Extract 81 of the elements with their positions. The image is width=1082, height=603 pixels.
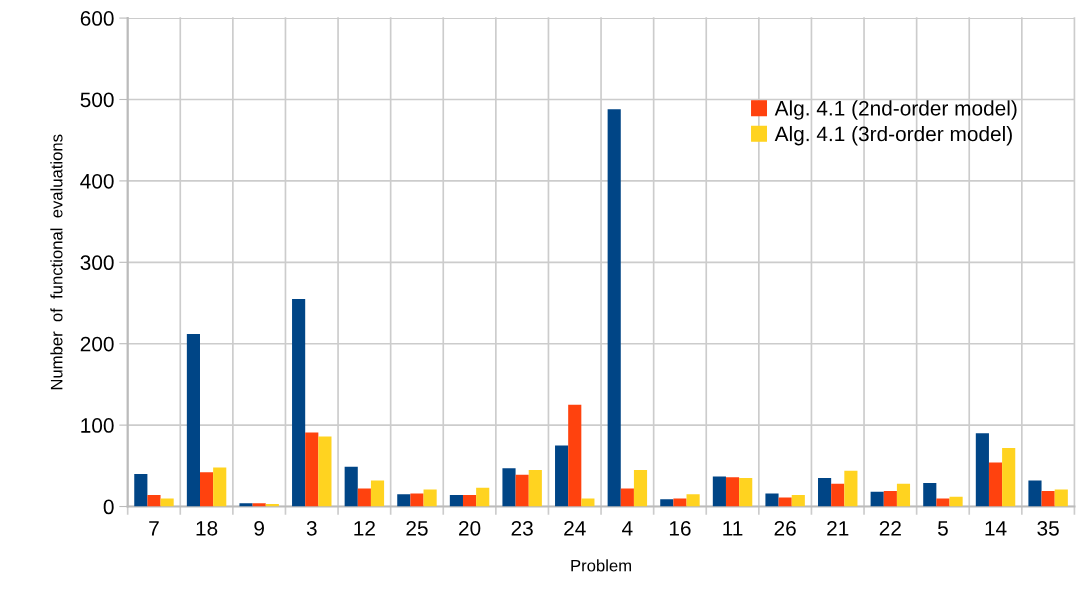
bar <box>936 498 950 507</box>
bar <box>620 488 634 507</box>
bar <box>660 499 674 507</box>
bar <box>397 494 411 507</box>
bar <box>318 436 332 507</box>
bar <box>344 466 358 507</box>
x-tick-label: 14 <box>985 521 1007 536</box>
x-tick-label: 25 <box>406 520 428 536</box>
bar <box>975 433 989 507</box>
bar <box>449 495 463 507</box>
bar <box>200 472 214 507</box>
x-tick-label: 16 <box>669 520 691 536</box>
bar <box>712 476 726 507</box>
bar <box>1002 447 1016 507</box>
bar <box>462 495 477 507</box>
bar <box>725 477 740 507</box>
y-tick-label: 500 <box>80 92 114 108</box>
y-tick-label: 600 <box>80 11 114 26</box>
bar <box>160 498 174 507</box>
y-tick-label: 300 <box>80 255 114 271</box>
bar <box>818 478 832 507</box>
bar <box>844 470 858 507</box>
x-tick-label: 20 <box>459 520 481 536</box>
bar <box>988 462 1003 507</box>
bar <box>476 487 490 507</box>
bar <box>292 298 306 507</box>
bar <box>147 495 161 507</box>
bar <box>410 493 424 507</box>
bar <box>1041 491 1055 507</box>
x-tick-label: 35 <box>1037 520 1059 536</box>
x-tick-label: 24 <box>564 520 586 536</box>
bar <box>1028 480 1042 507</box>
bar <box>791 495 805 507</box>
bar <box>923 482 937 507</box>
bar <box>528 469 542 507</box>
x-tick-label: 22 <box>879 520 901 536</box>
bar <box>423 489 437 507</box>
x-tick-label: 21 <box>827 520 849 536</box>
bar <box>883 491 897 507</box>
bar <box>134 473 148 507</box>
x-tick-label: 26 <box>774 520 796 536</box>
bar <box>555 445 569 507</box>
bar <box>568 404 582 507</box>
legend-label: Alg. 4.1 (3rd-order model) <box>774 126 1012 146</box>
x-tick-label: 23 <box>511 520 533 536</box>
bar <box>949 496 963 507</box>
legend-label: Alg. 4.1 (2nd-order model) <box>774 100 1017 120</box>
bar <box>239 503 253 507</box>
bar <box>357 488 371 507</box>
x-tick-label: 9 <box>254 520 264 536</box>
bar <box>896 483 911 507</box>
bar <box>739 478 753 507</box>
bar <box>515 474 529 507</box>
bar <box>213 467 227 507</box>
bar <box>370 480 385 507</box>
x-tick-label: 3 <box>306 520 317 536</box>
x-axis-title: Problem <box>571 559 631 572</box>
y-tick-label: 200 <box>80 336 114 352</box>
bar <box>1054 489 1068 507</box>
x-tick-label: 4 <box>622 521 633 536</box>
bar <box>502 468 516 507</box>
bar <box>870 491 884 507</box>
bar <box>686 494 700 507</box>
bar <box>765 493 779 507</box>
y-tick-label: 0 <box>103 499 114 515</box>
bar <box>633 469 648 507</box>
bar <box>581 498 595 507</box>
bar <box>607 109 621 507</box>
y-tick-label: 100 <box>81 418 114 433</box>
y-axis-title: Number of functional evaluations <box>50 134 63 390</box>
bar <box>673 498 687 507</box>
x-tick-label: 7 <box>149 521 159 536</box>
bar <box>305 432 319 507</box>
bar <box>831 483 845 507</box>
bar <box>252 503 266 507</box>
x-tick-label: 11 <box>723 521 743 536</box>
x-tick-label: 5 <box>937 521 948 536</box>
y-tick-label: 400 <box>80 173 114 189</box>
bar <box>186 333 200 507</box>
x-tick-label: 18 <box>196 520 218 536</box>
x-tick-label: 12 <box>354 520 375 536</box>
